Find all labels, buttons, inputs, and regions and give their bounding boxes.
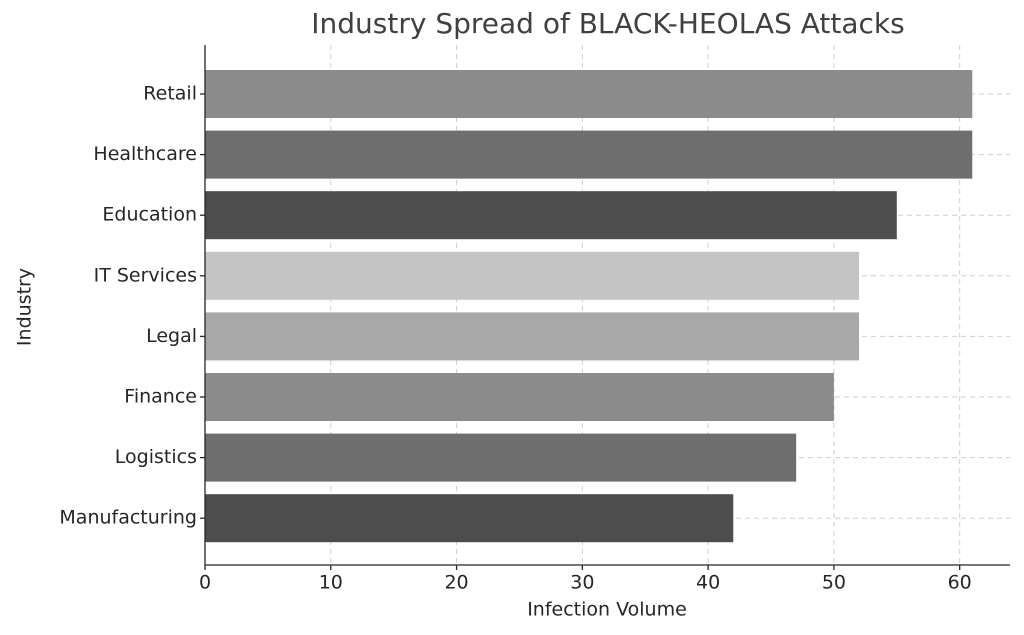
- y-tick-label: Education: [102, 204, 197, 226]
- y-tick-label: Manufacturing: [59, 507, 197, 529]
- x-tick-label: 10: [319, 572, 343, 594]
- bar: [205, 312, 860, 361]
- bar: [205, 373, 834, 421]
- y-tick-label: Finance: [124, 386, 197, 408]
- chart-title: Industry Spread of BLACK-HEOLAS Attacks: [311, 7, 904, 40]
- x-tick-label: 50: [822, 572, 846, 594]
- x-axis-label: Infection Volume: [527, 599, 687, 621]
- x-tick-label: 0: [199, 572, 211, 594]
- x-tick-label: 30: [570, 572, 594, 594]
- y-tick-label: Retail: [143, 83, 197, 105]
- y-tick-label: Logistics: [115, 446, 197, 468]
- y-tick-label: IT Services: [94, 264, 197, 286]
- y-tick-label: Healthcare: [93, 143, 197, 165]
- x-tick-label: 20: [444, 572, 468, 594]
- y-tick-label: Legal: [146, 325, 197, 347]
- bar: [205, 251, 860, 300]
- x-tick-label: 40: [696, 572, 720, 594]
- x-tick-label: 60: [948, 572, 972, 594]
- bar: [205, 433, 797, 482]
- bar: [205, 494, 734, 543]
- y-axis-label: Industry: [14, 268, 36, 346]
- bar: [205, 130, 973, 179]
- bar: [205, 70, 973, 118]
- bar: [205, 191, 897, 240]
